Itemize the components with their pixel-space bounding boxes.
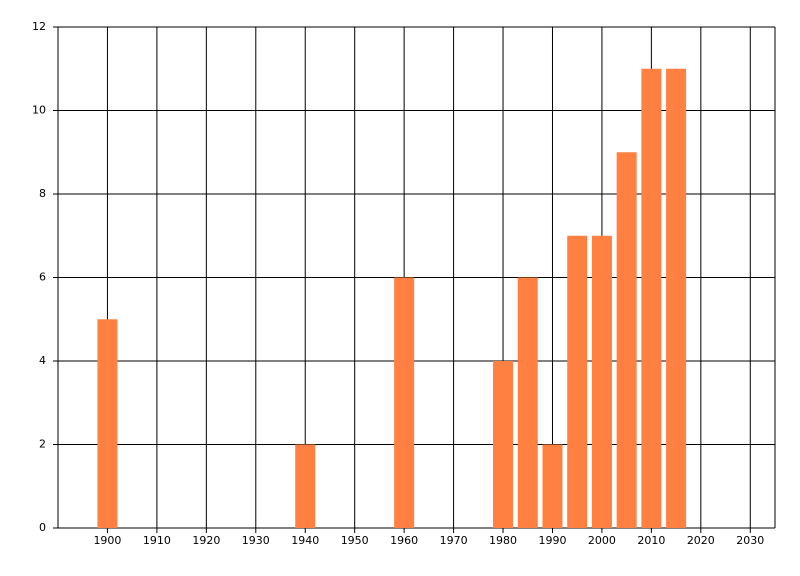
bar	[517, 277, 538, 528]
x-tick-label: 2020	[687, 534, 715, 547]
y-tick-label: 8	[39, 187, 46, 200]
x-tick-label: 2030	[736, 534, 764, 547]
bar	[591, 235, 612, 528]
x-tick-label: 1970	[440, 534, 468, 547]
y-tick-label: 2	[39, 438, 46, 451]
x-tick-label: 2000	[588, 534, 616, 547]
x-tick-label: 1990	[538, 534, 566, 547]
y-tick-label: 12	[32, 20, 46, 33]
x-tick-label: 2010	[637, 534, 665, 547]
bar	[295, 444, 316, 528]
bar	[394, 277, 415, 528]
y-tick-label: 6	[39, 271, 46, 284]
bar	[542, 444, 563, 528]
bar	[567, 235, 588, 528]
x-tick-label: 1900	[93, 534, 121, 547]
y-tick-label: 0	[39, 521, 46, 534]
x-tick-label: 1930	[242, 534, 270, 547]
x-tick-label: 1920	[192, 534, 220, 547]
y-tick-label: 4	[39, 354, 46, 367]
bar	[641, 68, 662, 528]
x-tick-label: 1910	[143, 534, 171, 547]
bar	[493, 361, 514, 528]
bar	[616, 152, 637, 528]
bar	[97, 319, 118, 528]
y-tick-label: 10	[32, 104, 46, 117]
bar	[666, 68, 687, 528]
x-tick-label: 1960	[390, 534, 418, 547]
x-tick-label: 1980	[489, 534, 517, 547]
x-tick-label: 1950	[341, 534, 369, 547]
x-tick-label: 1940	[291, 534, 319, 547]
